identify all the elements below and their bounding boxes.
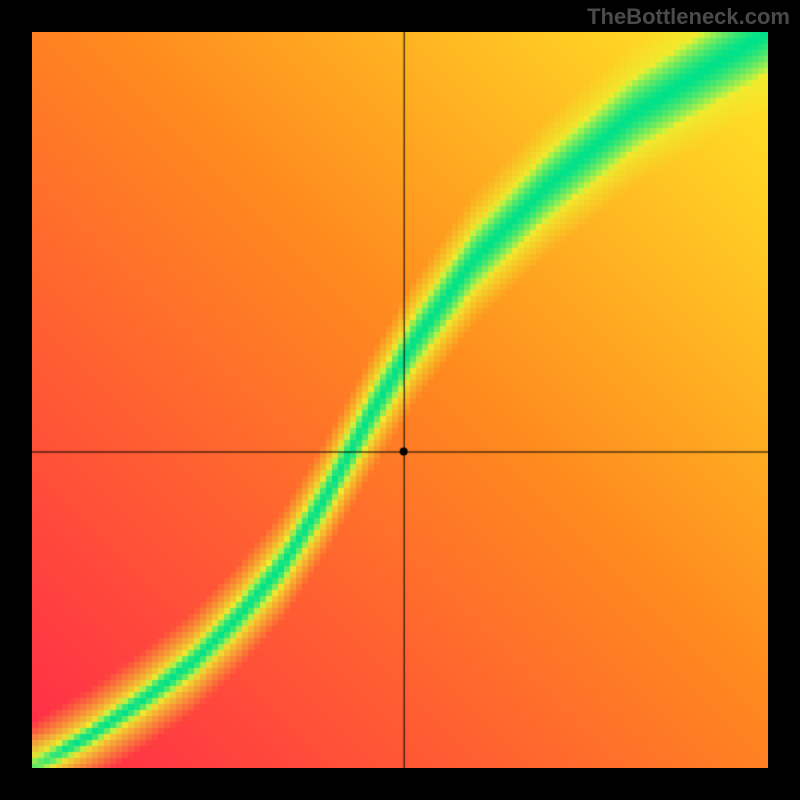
chart-container: TheBottleneck.com bbox=[0, 0, 800, 800]
bottleneck-heatmap bbox=[32, 32, 768, 768]
watermark-text: TheBottleneck.com bbox=[587, 4, 790, 30]
